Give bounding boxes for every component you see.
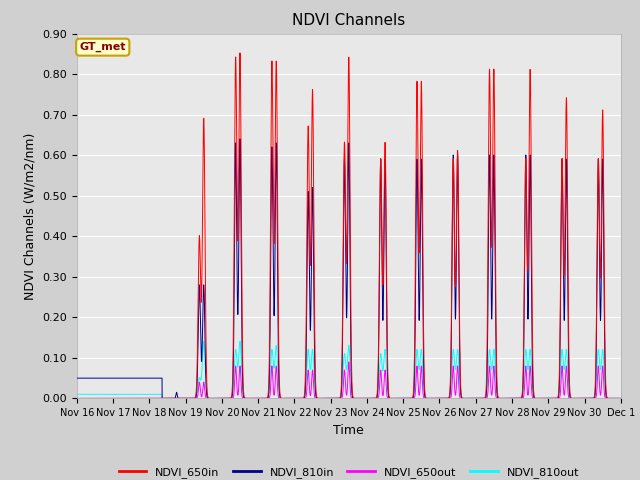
- NDVI_650in: [368, 396, 376, 401]
- NDVI_650in: [110, 396, 118, 401]
- NDVI_810out: [236, 338, 244, 344]
- NDVI_810in: [110, 375, 118, 381]
- Text: GT_met: GT_met: [79, 42, 126, 52]
- NDVI_650out: [401, 396, 408, 401]
- Line: NDVI_810in: NDVI_810in: [77, 139, 621, 398]
- NDVI_650in: [204, 393, 211, 399]
- NDVI_810out: [477, 396, 484, 401]
- NDVI_810out: [73, 392, 81, 397]
- X-axis label: Time: Time: [333, 424, 364, 437]
- NDVI_810in: [477, 396, 484, 401]
- NDVI_810in: [401, 396, 408, 401]
- Line: NDVI_650out: NDVI_650out: [77, 362, 621, 398]
- Title: NDVI Channels: NDVI Channels: [292, 13, 405, 28]
- NDVI_810out: [158, 396, 166, 401]
- NDVI_650in: [73, 396, 81, 401]
- NDVI_650in: [236, 50, 244, 56]
- NDVI_650in: [477, 396, 484, 401]
- NDVI_810in: [73, 375, 81, 381]
- NDVI_650in: [282, 396, 289, 401]
- NDVI_650out: [73, 396, 81, 401]
- NDVI_810out: [110, 392, 118, 397]
- NDVI_650out: [282, 396, 289, 401]
- NDVI_810in: [617, 396, 625, 401]
- NDVI_810out: [368, 396, 376, 401]
- NDVI_650out: [110, 396, 118, 401]
- NDVI_810out: [204, 395, 211, 400]
- NDVI_810in: [236, 136, 244, 142]
- NDVI_810in: [158, 396, 166, 401]
- Line: NDVI_650in: NDVI_650in: [77, 53, 621, 398]
- NDVI_810out: [401, 396, 408, 401]
- NDVI_650out: [368, 396, 376, 401]
- NDVI_650out: [477, 396, 484, 401]
- NDVI_650out: [345, 359, 353, 365]
- NDVI_810out: [617, 396, 625, 401]
- NDVI_650in: [617, 396, 625, 401]
- NDVI_650in: [401, 396, 408, 401]
- NDVI_810out: [282, 396, 289, 401]
- NDVI_650out: [204, 396, 211, 401]
- NDVI_810in: [368, 396, 376, 401]
- NDVI_810in: [282, 396, 289, 401]
- Line: NDVI_810out: NDVI_810out: [77, 341, 621, 398]
- Y-axis label: NDVI Channels (W/m2/nm): NDVI Channels (W/m2/nm): [24, 132, 36, 300]
- Legend: NDVI_650in, NDVI_810in, NDVI_650out, NDVI_810out: NDVI_650in, NDVI_810in, NDVI_650out, NDV…: [114, 462, 584, 480]
- NDVI_650out: [617, 396, 625, 401]
- NDVI_810in: [204, 395, 211, 401]
